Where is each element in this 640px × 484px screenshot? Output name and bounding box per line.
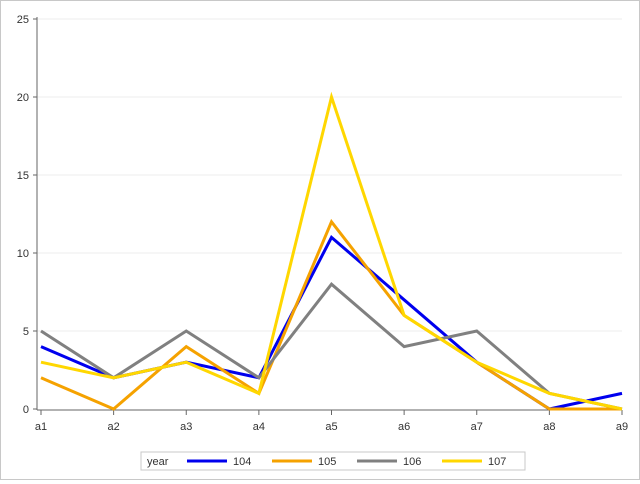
y-tick-label: 10 bbox=[17, 248, 29, 260]
x-tick-label: a1 bbox=[35, 421, 47, 433]
x-tick-label: a3 bbox=[180, 421, 192, 433]
x-tick-label: a8 bbox=[543, 421, 555, 433]
legend-title: year bbox=[147, 456, 169, 468]
y-tick-label: 25 bbox=[17, 14, 29, 26]
x-tick-label: a9 bbox=[616, 421, 628, 433]
series-line-106 bbox=[40, 282, 623, 411]
legend-label-105: 105 bbox=[318, 456, 336, 468]
y-tick-label: 15 bbox=[17, 170, 29, 182]
series-line-104 bbox=[40, 235, 623, 411]
legend-label-106: 106 bbox=[403, 456, 421, 468]
x-tick-label: a7 bbox=[471, 421, 483, 433]
y-tick-label: 5 bbox=[23, 326, 29, 338]
grid-layer bbox=[37, 18, 622, 332]
x-tick-label: a5 bbox=[325, 421, 337, 433]
y-tick-label: 0 bbox=[23, 404, 29, 416]
legend: year 104 105 106 107 bbox=[140, 451, 526, 471]
x-tick-label: a6 bbox=[398, 421, 410, 433]
series-line-107 bbox=[40, 91, 623, 411]
series-layer bbox=[40, 91, 623, 411]
axis-layer: 0 5 10 15 20 25 a1 a2 a3 a4 a5 a6 a7 a8 a9 bbox=[17, 14, 628, 433]
y-tick-label: 20 bbox=[17, 92, 29, 104]
x-tick-label: a4 bbox=[253, 421, 265, 433]
series-line-105 bbox=[40, 218, 622, 411]
legend-box bbox=[140, 451, 526, 471]
legend-label-107: 107 bbox=[488, 456, 506, 468]
x-tick-label: a2 bbox=[108, 421, 120, 433]
legend-label-104: 104 bbox=[233, 456, 251, 468]
